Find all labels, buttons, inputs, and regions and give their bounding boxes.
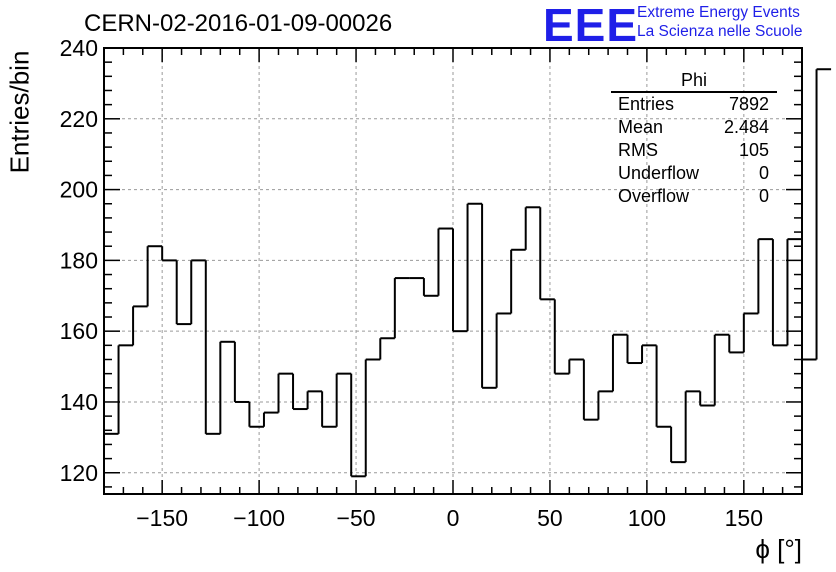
x-tick-label: 150: [725, 505, 763, 531]
logo-line-2: La Scienza nelle Scuole: [637, 23, 803, 40]
stats-value: 0: [758, 163, 769, 183]
eee-logo: EEE: [543, 0, 639, 51]
stats-row-overflow: Overflow 0: [611, 185, 777, 208]
x-axis-label: ϕ [°]: [755, 534, 802, 564]
x-tick-label: −50: [337, 505, 376, 531]
stats-label: Underflow: [618, 163, 700, 183]
axis-ticks: [103, 47, 803, 494]
stats-label: Entries: [618, 94, 675, 114]
stats-value: 7892: [728, 94, 769, 114]
y-tick-label: 220: [60, 106, 98, 132]
y-tick-label: 240: [60, 35, 98, 61]
y-tick-label: 120: [60, 460, 98, 486]
x-tick-label: 0: [447, 505, 460, 531]
stats-box: Phi Entries 7892 Mean 2.484 RMS 105 Unde…: [611, 70, 777, 208]
stats-title: Phi: [611, 70, 777, 93]
stats-row-rms: RMS 105: [611, 139, 777, 162]
y-tick-label: 200: [60, 177, 98, 203]
x-tick-label: −150: [136, 505, 188, 531]
y-tick-label: 160: [60, 318, 98, 344]
stats-row-underflow: Underflow 0: [611, 162, 777, 185]
eee-logo-caption: Extreme Energy Events La Scienza nelle S…: [637, 3, 802, 41]
stats-value: 105: [738, 140, 769, 160]
stats-label: Overflow: [618, 186, 690, 206]
x-tick-label: −100: [233, 505, 285, 531]
stats-value: 2.484: [723, 117, 769, 137]
stats-value: 0: [758, 186, 769, 206]
y-tick-label: 180: [60, 247, 98, 273]
x-tick-label: 50: [537, 505, 563, 531]
logo-line-1: Extreme Energy Events: [637, 4, 800, 21]
run-title: CERN-02-2016-01-09-00026: [84, 10, 393, 37]
stats-label: Mean: [618, 117, 664, 137]
x-tick-label: 100: [628, 505, 666, 531]
stats-row-mean: Mean 2.484: [611, 116, 777, 139]
y-tick-label: 140: [60, 389, 98, 415]
stats-row-entries: Entries 7892: [611, 93, 777, 116]
stats-label: RMS: [618, 140, 658, 160]
y-axis-label: Entries/bin: [4, 50, 35, 174]
